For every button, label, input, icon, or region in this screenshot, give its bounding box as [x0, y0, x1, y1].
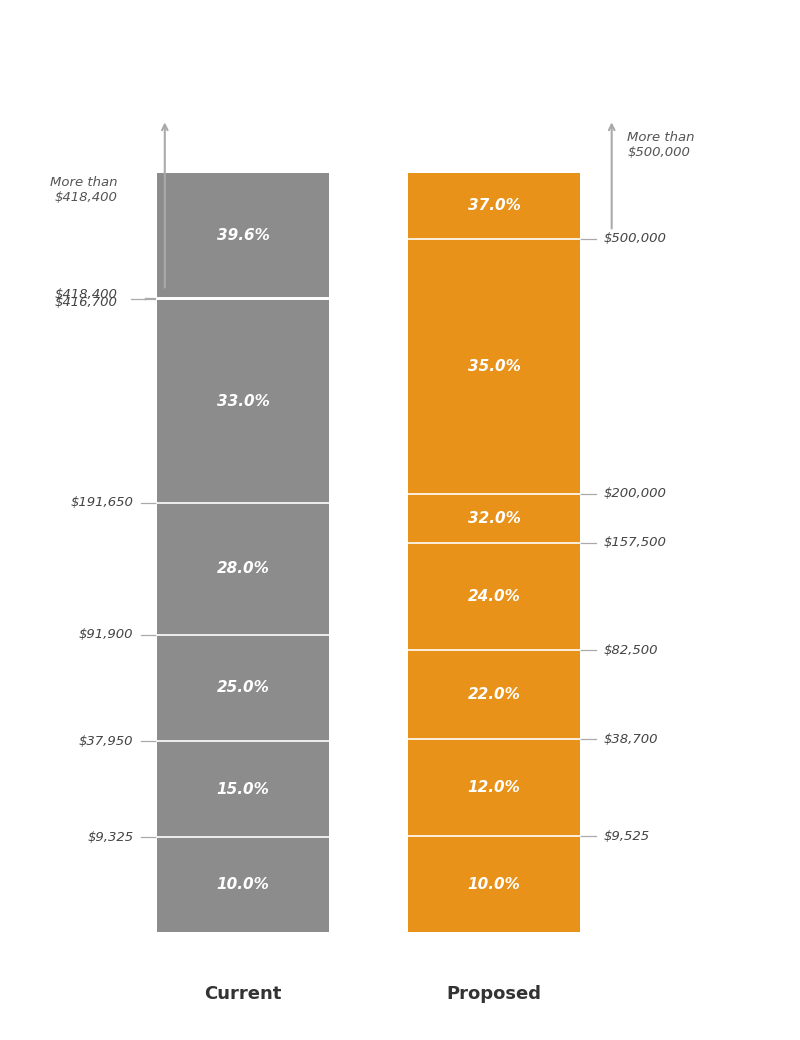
Text: Proposed: Proposed — [446, 985, 542, 1004]
Bar — [408, 739, 580, 836]
Text: $416,700: $416,700 — [55, 295, 118, 309]
Text: $91,900: $91,900 — [79, 628, 134, 642]
Text: Current: Current — [205, 985, 282, 1004]
Text: 10.0%: 10.0% — [217, 877, 270, 892]
Text: 22.0%: 22.0% — [468, 687, 521, 702]
Text: 15.0%: 15.0% — [217, 782, 270, 797]
Text: $9,325: $9,325 — [87, 831, 134, 843]
Bar — [157, 297, 330, 300]
Bar — [408, 836, 580, 932]
Text: $38,700: $38,700 — [604, 733, 658, 746]
Text: More than
$418,400: More than $418,400 — [50, 176, 118, 204]
Bar — [408, 650, 580, 739]
Text: 39.6%: 39.6% — [217, 228, 270, 242]
Bar — [408, 543, 580, 650]
Text: $418,400: $418,400 — [55, 288, 118, 302]
Bar — [157, 300, 330, 503]
Bar — [157, 837, 330, 932]
Text: 32.0%: 32.0% — [468, 511, 521, 526]
Bar — [408, 173, 580, 239]
Text: 35.0%: 35.0% — [468, 359, 521, 373]
Text: 12.0%: 12.0% — [468, 780, 521, 796]
Text: $157,500: $157,500 — [604, 537, 666, 549]
Text: 10.0%: 10.0% — [468, 877, 521, 891]
Text: $191,650: $191,650 — [70, 496, 134, 510]
Text: $82,500: $82,500 — [604, 644, 658, 657]
Text: 37.0%: 37.0% — [468, 199, 521, 213]
Text: $200,000: $200,000 — [604, 487, 666, 500]
Text: 25.0%: 25.0% — [217, 680, 270, 696]
Text: $500,000: $500,000 — [604, 232, 666, 245]
Text: 28.0%: 28.0% — [217, 562, 270, 576]
Text: More than
$500,000: More than $500,000 — [627, 131, 695, 159]
Bar — [157, 503, 330, 634]
Text: $9,525: $9,525 — [604, 830, 650, 842]
Bar — [408, 239, 580, 494]
Bar — [157, 634, 330, 742]
Text: 33.0%: 33.0% — [217, 393, 270, 409]
Text: $37,950: $37,950 — [79, 734, 134, 748]
Bar — [157, 173, 330, 297]
Bar — [408, 494, 580, 543]
Text: 24.0%: 24.0% — [468, 590, 521, 604]
Bar — [157, 742, 330, 837]
